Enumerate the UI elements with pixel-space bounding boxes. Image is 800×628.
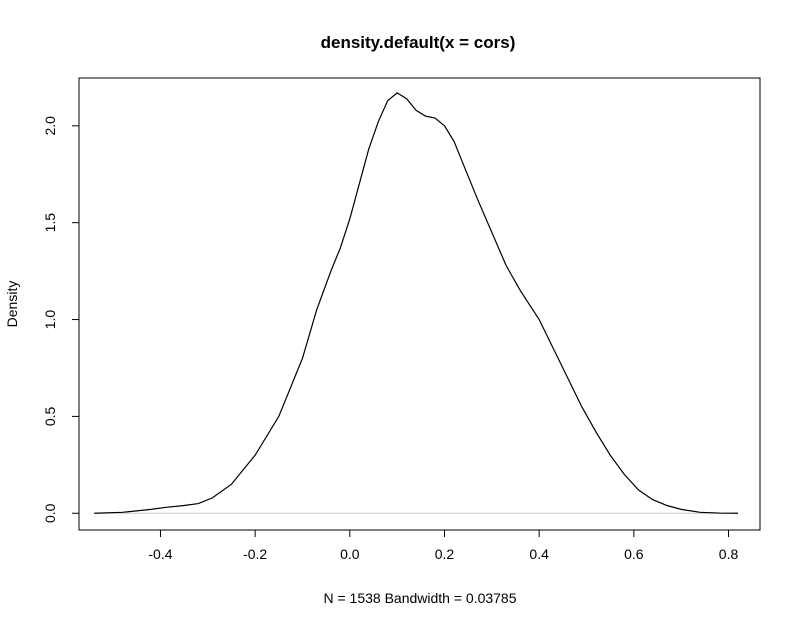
x-axis: -0.4 -0.2 0.0 0.2 0.4 0.6 0.8 (148, 529, 739, 562)
x-tick-label: -0.2 (243, 546, 267, 562)
y-tick-label: 1.0 (42, 310, 58, 330)
x-tick-label: 0.0 (340, 546, 360, 562)
y-axis: 0.0 0.5 1.0 1.5 2.0 (42, 116, 80, 523)
x-tick-label: 0.6 (624, 546, 644, 562)
x-axis-label: N = 1538 Bandwidth = 0.03785 (323, 590, 516, 606)
y-tick-label: 1.5 (42, 213, 58, 233)
x-tick-label: 0.2 (435, 546, 455, 562)
y-tick-label: 0.0 (42, 503, 58, 523)
y-axis-label: Density (4, 281, 20, 328)
x-tick-label: 0.4 (529, 546, 549, 562)
chart-title: density.default(x = cors) (321, 33, 516, 52)
plot-frame (78, 77, 761, 531)
x-tick-label: -0.4 (148, 546, 172, 562)
y-tick-label: 0.5 (42, 406, 58, 426)
density-curve (94, 92, 738, 514)
x-tick-label: 0.8 (719, 546, 739, 562)
y-tick-label: 2.0 (42, 116, 58, 136)
